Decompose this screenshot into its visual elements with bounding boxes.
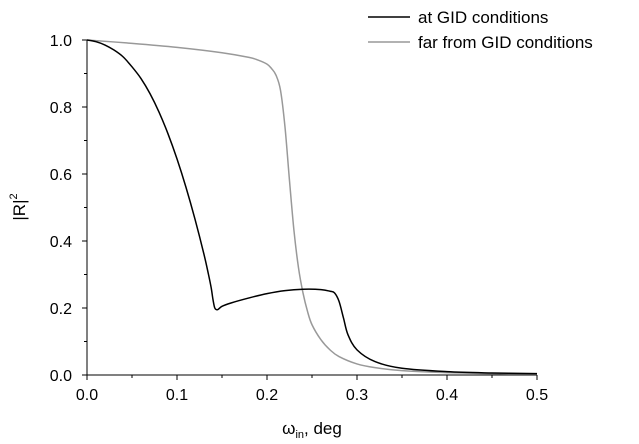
y-axis-title-sup: 2 — [8, 193, 20, 199]
y-tick-label: 0.0 — [50, 368, 72, 385]
x-axis-title-main: ω — [282, 419, 295, 438]
legend: at GID conditions far from GID condition… — [368, 8, 593, 52]
x-tick-label: 0.3 — [346, 387, 368, 404]
y-tick-label: 0.6 — [50, 167, 72, 184]
legend-label-far-from-gid: far from GID conditions — [418, 33, 593, 52]
y-tick-label: 0.4 — [50, 234, 72, 251]
y-axis-title-main: |R| — [10, 200, 29, 221]
series-line-far-from-gid — [86, 39, 538, 375]
x-tick-label: 0.0 — [76, 387, 98, 404]
y-ticks: 0.0 0.2 0.4 0.6 0.8 1.0 — [50, 33, 87, 385]
y-tick-label: 0.8 — [50, 100, 72, 117]
x-tick-label: 0.5 — [526, 387, 548, 404]
plot-area: 0.0 0.1 0.2 0.3 0.4 0.5 0.0 0.2 0.4 0.6 0.8 1.0 — [50, 33, 548, 404]
x-axis-title: ωin, deg — [282, 419, 342, 441]
y-tick-label: 1.0 — [50, 33, 72, 50]
y-axis-title: |R|2 — [8, 193, 29, 220]
series-layer — [86, 39, 538, 375]
x-axis-title-sub: in — [295, 429, 304, 441]
legend-label-at-gid: at GID conditions — [418, 8, 548, 27]
x-tick-label: 0.4 — [436, 387, 458, 404]
x-axis-title-suffix: , deg — [304, 419, 342, 438]
x-tick-label: 0.1 — [166, 387, 188, 404]
x-tick-label: 0.2 — [256, 387, 278, 404]
series-line-at-gid — [86, 39, 538, 375]
y-tick-label: 0.2 — [50, 301, 72, 318]
x-ticks: 0.0 0.1 0.2 0.3 0.4 0.5 — [76, 375, 548, 404]
